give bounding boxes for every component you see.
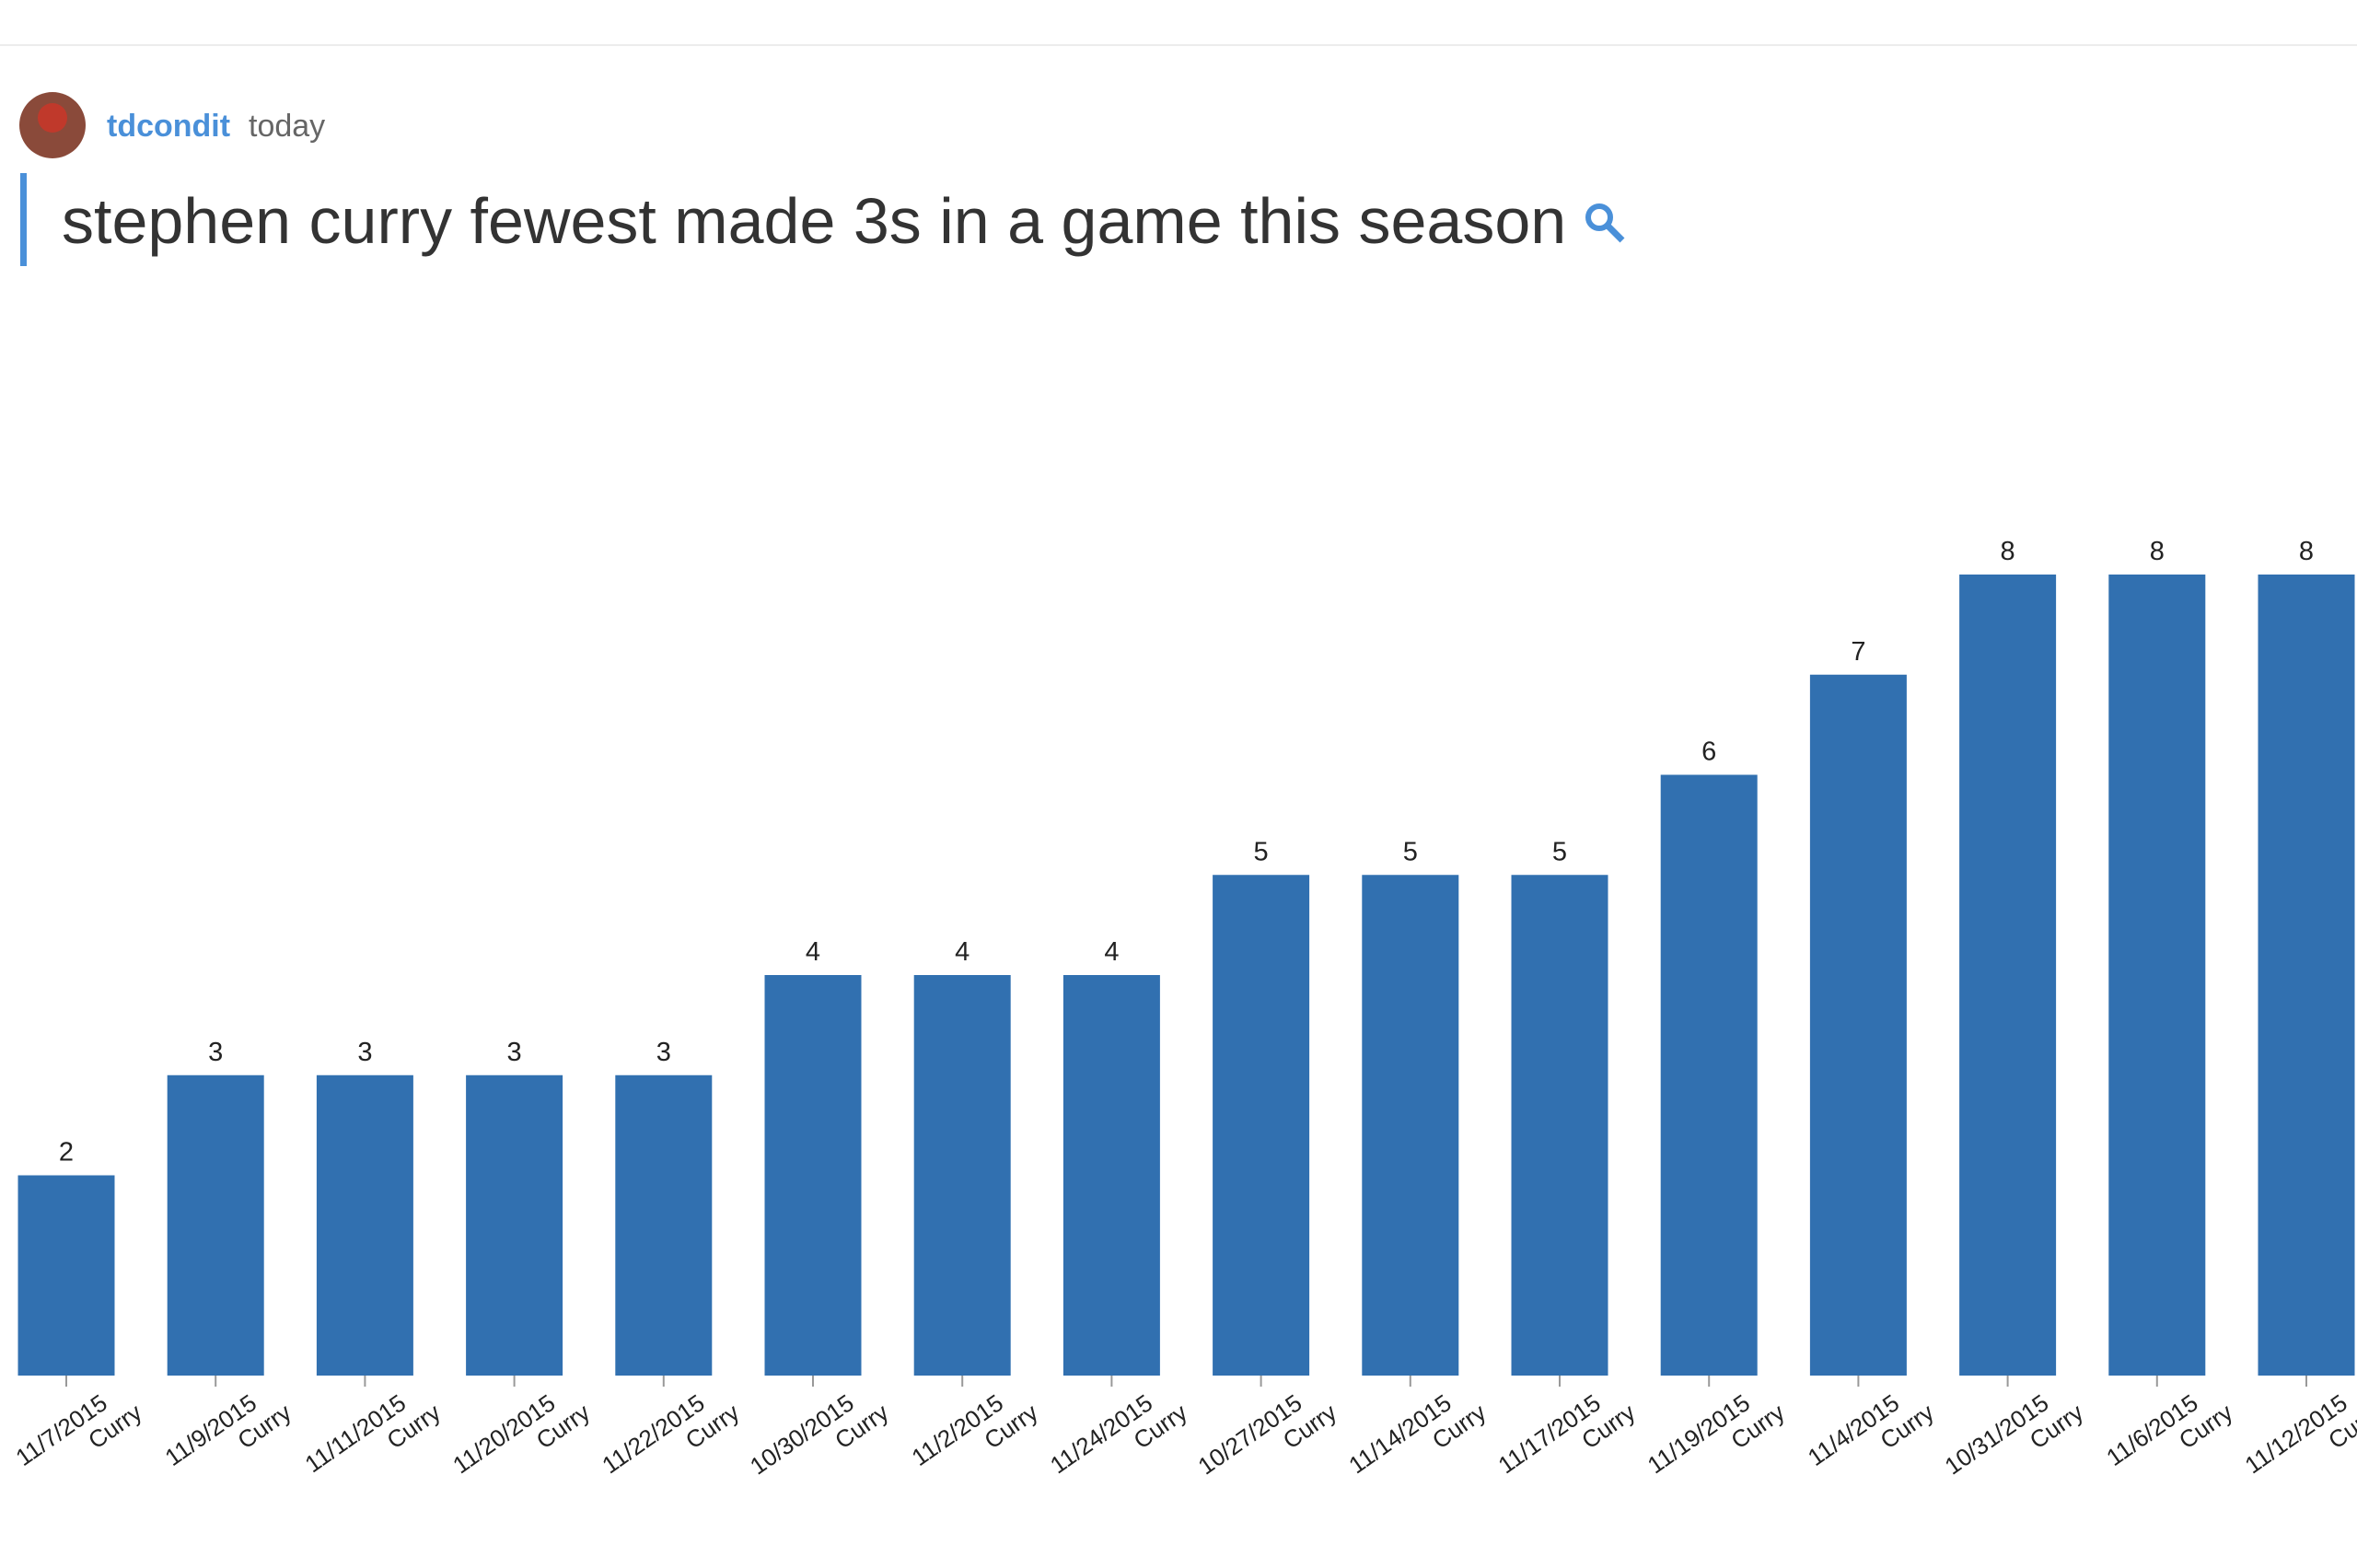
value-label: 4 [955, 937, 970, 967]
query-bar [20, 173, 27, 266]
bar [615, 1074, 713, 1376]
bar [1959, 575, 2057, 1376]
username[interactable]: tdcondit [107, 109, 230, 144]
bar [1062, 975, 1160, 1376]
bar [1660, 774, 1758, 1376]
bar [17, 1175, 115, 1376]
value-label: 5 [1254, 837, 1269, 866]
bar [2258, 575, 2355, 1376]
timestamp: today [249, 109, 325, 144]
value-label: 7 [1851, 637, 1865, 667]
bar [1511, 875, 1608, 1376]
value-label: 4 [806, 937, 820, 967]
value-label: 6 [1701, 738, 1716, 767]
value-label: 5 [1552, 837, 1567, 866]
value-label: 3 [507, 1038, 522, 1067]
value-label: 3 [656, 1038, 671, 1067]
bar [1809, 674, 1907, 1376]
bar [913, 975, 1011, 1376]
bar [1213, 875, 1310, 1376]
bar [1362, 875, 1459, 1376]
bar [764, 975, 862, 1376]
value-label: 5 [1403, 837, 1418, 866]
value-label: 8 [2299, 537, 2314, 566]
search-icon[interactable] [1585, 203, 1625, 243]
bar [316, 1074, 413, 1376]
value-label: 3 [357, 1038, 372, 1067]
bar [466, 1074, 563, 1376]
value-label: 4 [1104, 937, 1119, 967]
query: stephen curry fewest made 3s in a game t… [62, 185, 1566, 257]
bar [167, 1074, 264, 1376]
value-label: 2 [59, 1138, 74, 1167]
avatar-figure [38, 103, 67, 133]
bar [2108, 575, 2206, 1376]
value-label: 8 [2150, 537, 2165, 566]
value-label: 8 [2001, 537, 2015, 566]
value-label: 3 [208, 1038, 223, 1067]
